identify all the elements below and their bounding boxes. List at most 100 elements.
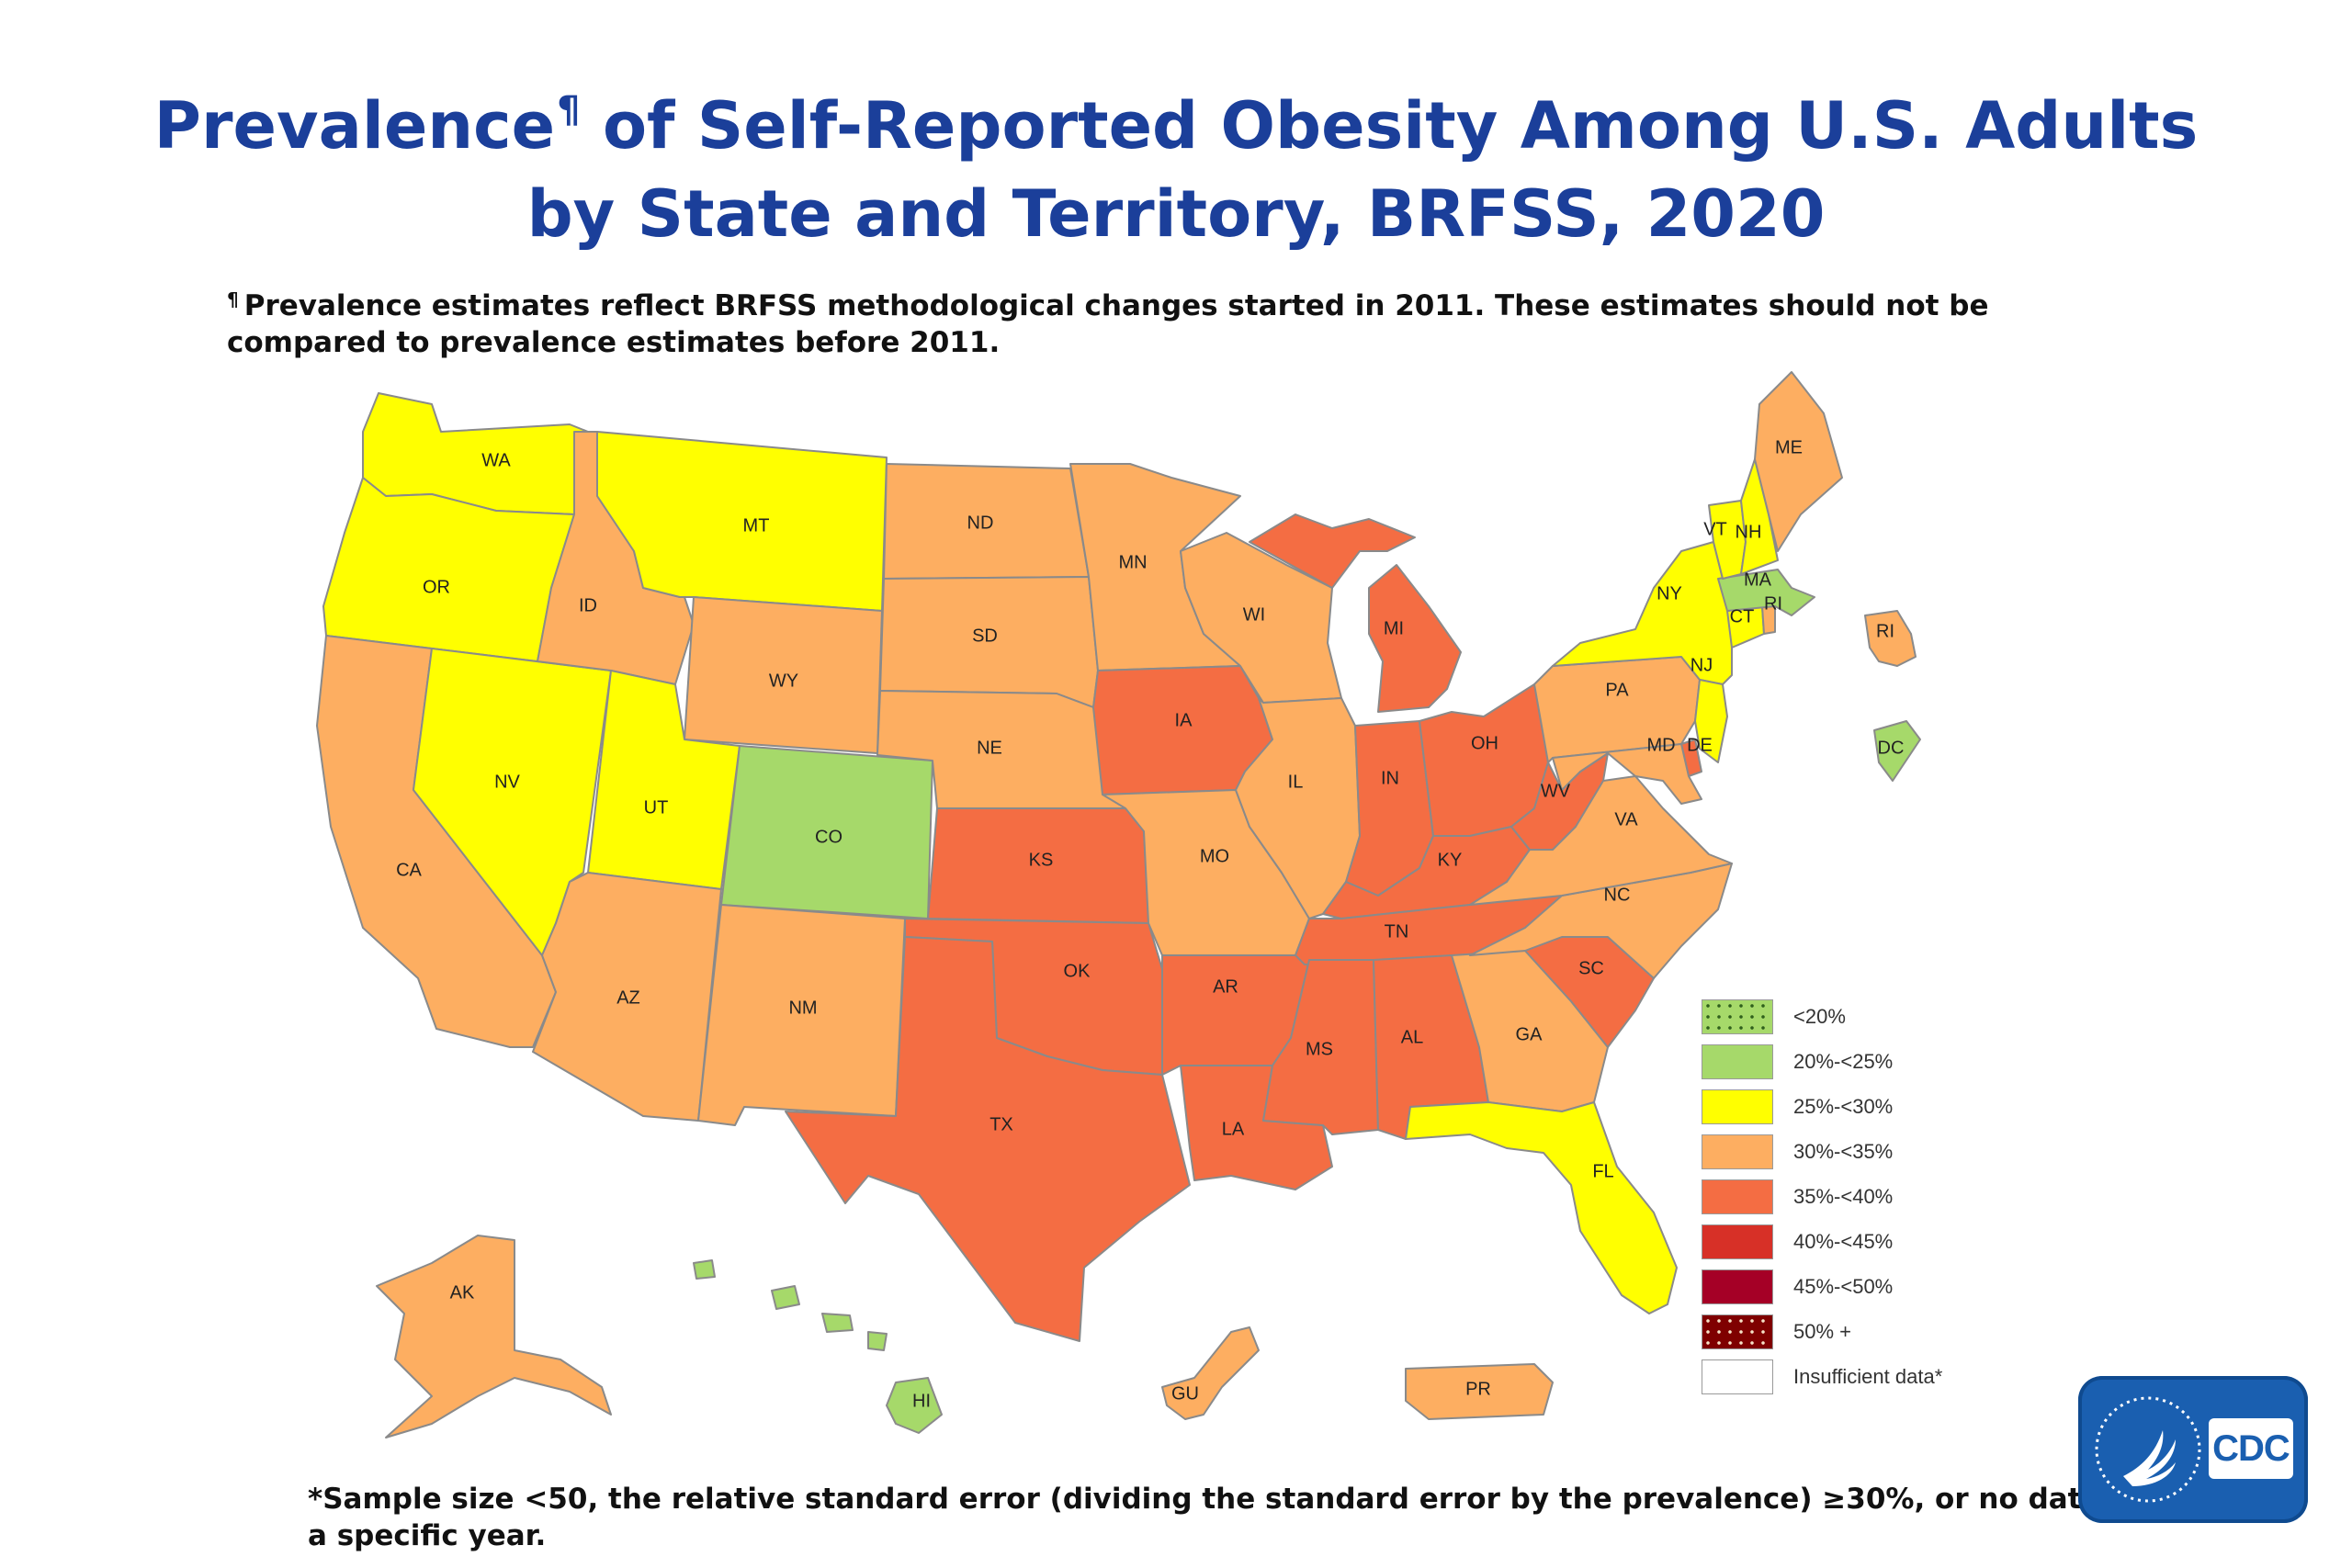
label-nv: NV (494, 772, 520, 792)
label-nc: NC (1604, 885, 1631, 905)
label-fl: FL (1592, 1161, 1613, 1181)
label-ar: AR (1213, 976, 1238, 997)
state-hi (886, 1377, 943, 1434)
legend-swatch-dotted-dark (1702, 1314, 1773, 1349)
legend-item: 20%-<25% (1702, 1044, 2069, 1081)
state-nj (1694, 679, 1728, 763)
label-dc: DC (1878, 738, 1905, 758)
legend-label: 50% + (1793, 1320, 1851, 1343)
territory-gu (1161, 1326, 1260, 1420)
map-title: Prevalence¶ of Self-Reported Obesity Amo… (0, 66, 2352, 258)
label-ak: AK (450, 1282, 475, 1303)
legend-swatch (1702, 1359, 1773, 1394)
state-tx (785, 936, 1191, 1342)
legend-item: 25%-<30% (1702, 1089, 2069, 1126)
label-ms: MS (1306, 1039, 1333, 1059)
label-nj: NJ (1690, 655, 1713, 675)
legend-swatch (1702, 1269, 1773, 1304)
legend-item: <20% (1702, 999, 2069, 1036)
state-nc (1469, 863, 1733, 979)
label-ne: NE (977, 738, 1002, 758)
label-mt: MT (743, 515, 770, 536)
label-ri: RI (1764, 593, 1782, 614)
label-ri-inset: RI (1876, 621, 1894, 641)
label-wv: WV (1541, 781, 1571, 801)
label-mo: MO (1200, 846, 1229, 866)
state-hi-island (693, 1259, 888, 1351)
label-pr: PR (1465, 1379, 1491, 1399)
label-sc: SC (1578, 958, 1604, 978)
title-text-1: Prevalence (153, 88, 556, 164)
label-vt: VT (1703, 519, 1727, 539)
label-or: OR (423, 577, 450, 597)
state-va (1469, 775, 1733, 906)
legend-item: 50% + (1702, 1314, 2069, 1351)
legend-label: 30%-<35% (1793, 1140, 1894, 1163)
legend-label: Insufficient data* (1793, 1365, 1943, 1388)
note-footnote-mark: ¶ (227, 288, 239, 310)
legend-label: 40%-<45% (1793, 1230, 1894, 1253)
state-labels: WA OR CA NV ID MT WY UT AZ CO NM ND SD N… (396, 437, 1904, 1411)
label-tx: TX (989, 1114, 1013, 1134)
cdc-wordmark: CDC (2209, 1418, 2293, 1479)
label-gu: GU (1171, 1383, 1199, 1404)
legend-swatch (1702, 1089, 1773, 1124)
legend-swatch (1702, 1224, 1773, 1259)
cdc-logo: CDC (2078, 1376, 2308, 1523)
label-md: MD (1646, 735, 1675, 755)
label-va: VA (1614, 809, 1638, 829)
state-ma (1717, 569, 1815, 616)
label-ma: MA (1744, 570, 1772, 590)
title-footnote-mark: ¶ (557, 89, 581, 131)
state-md (1552, 743, 1702, 805)
label-pa: PA (1605, 680, 1629, 700)
label-nd: ND (967, 513, 994, 533)
legend-item: 45%-<50% (1702, 1269, 2069, 1306)
label-mi: MI (1384, 618, 1404, 638)
state-dc (1873, 720, 1921, 782)
legend-swatch (1702, 1134, 1773, 1169)
legend-swatch (1702, 1044, 1773, 1079)
label-wy: WY (769, 671, 798, 691)
state-shapes (316, 371, 1921, 1438)
label-ca: CA (396, 860, 422, 880)
label-tn: TN (1385, 921, 1409, 942)
label-ny: NY (1657, 583, 1682, 604)
legend-item: 35%-<40% (1702, 1179, 2069, 1216)
legend-label: 25%-<30% (1793, 1095, 1894, 1118)
sample-size-note: *Sample size <50, the relative standard … (308, 1483, 2141, 1552)
label-hi: HI (912, 1391, 931, 1411)
inset-ri (1864, 610, 1917, 667)
state-ak (376, 1235, 612, 1438)
title-text-2: of Self-Reported Obesity Among U.S. Adul… (580, 88, 2199, 164)
label-ia: IA (1175, 710, 1193, 730)
label-me: ME (1775, 437, 1803, 457)
legend-item: Insufficient data* (1702, 1359, 2069, 1396)
label-oh: OH (1471, 733, 1498, 753)
hhs-eagle-icon (2095, 1396, 2201, 1503)
state-mi (1249, 513, 1462, 713)
label-in: IN (1381, 768, 1399, 788)
legend-label: 35%-<40% (1793, 1185, 1894, 1208)
label-mn: MN (1118, 552, 1147, 572)
label-ks: KS (1029, 850, 1054, 870)
label-la: LA (1222, 1119, 1245, 1139)
label-ut: UT (644, 797, 669, 818)
label-co: CO (815, 827, 842, 847)
label-wi: WI (1243, 604, 1265, 625)
methodology-note: ¶ Prevalence estimates reflect BRFSS meth… (227, 281, 2110, 361)
state-me (1754, 371, 1843, 552)
label-al: AL (1401, 1027, 1423, 1047)
label-id: ID (579, 595, 597, 615)
legend-item: 30%-<35% (1702, 1134, 2069, 1171)
legend-label: 45%-<50% (1793, 1275, 1894, 1298)
label-ok: OK (1064, 961, 1091, 981)
label-il: IL (1288, 772, 1304, 792)
label-ga: GA (1516, 1024, 1544, 1044)
label-nh: NH (1736, 522, 1762, 542)
state-fl (1405, 1101, 1678, 1314)
title-line-2: by State and Territory, BRFSS, 2020 (526, 176, 1826, 252)
label-az: AZ (616, 987, 640, 1008)
legend-label: 20%-<25% (1793, 1050, 1894, 1073)
